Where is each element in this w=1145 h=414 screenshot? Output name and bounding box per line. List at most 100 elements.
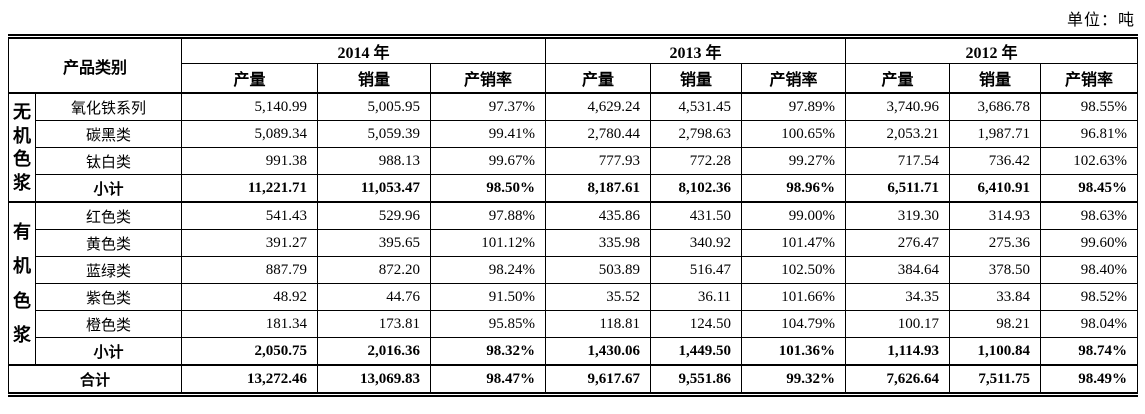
ratio-value: 98.32% [430, 337, 547, 366]
production-value: 8,187.61 [545, 174, 652, 203]
ratio-col-header: 产销率 [430, 63, 547, 94]
sales-value: 98.21 [949, 310, 1042, 338]
production-value: 319.30 [845, 201, 951, 230]
row-label: 橙色类 [34, 310, 183, 338]
ratio-col-header: 产销率 [741, 63, 847, 94]
sales-value: 275.36 [949, 229, 1042, 257]
table-row: 小计 2,050.75 2,016.36 98.32% 1,430.06 1,449.50… [9, 337, 1139, 366]
sales-value: 13,069.83 [317, 364, 432, 395]
year-header-2013: 2013 年 [545, 36, 847, 64]
row-label: 小计 [34, 174, 183, 203]
ratio-value: 102.63% [1040, 147, 1139, 175]
production-value: 9,617.67 [545, 364, 652, 395]
ratio-value: 101.66% [741, 283, 847, 311]
sales-value: 4,531.45 [650, 92, 743, 121]
group-label-char: 机 [13, 125, 31, 146]
ratio-value: 101.47% [741, 229, 847, 257]
sales-value: 124.50 [650, 310, 743, 338]
production-value: 4,629.24 [545, 92, 652, 121]
production-value: 2,053.21 [845, 120, 951, 148]
sales-value: 872.20 [317, 256, 432, 284]
product-category-header: 产品类别 [7, 36, 183, 94]
production-value: 100.17 [845, 310, 951, 338]
ratio-value: 99.60% [1040, 229, 1139, 257]
sales-value: 314.93 [949, 201, 1042, 230]
production-value: 887.79 [181, 256, 319, 284]
production-value: 6,511.71 [845, 174, 951, 203]
year-header-2014: 2014 年 [181, 36, 547, 64]
ratio-value: 98.40% [1040, 256, 1139, 284]
sales-value: 988.13 [317, 147, 432, 175]
sales-value: 1,449.50 [650, 337, 743, 366]
sales-value: 378.50 [949, 256, 1042, 284]
production-value: 13,272.46 [181, 364, 319, 395]
row-label: 碳黑类 [34, 120, 183, 148]
ratio-value: 97.37% [430, 92, 547, 121]
ratio-value: 98.04% [1040, 310, 1139, 338]
sales-value: 9,551.86 [650, 364, 743, 395]
production-sales-table: 产品类别 2014 年 2013 年 2012 年产量 销量 产销率 产量 销量 产销率 产量 销量… [7, 34, 1139, 397]
year-header-2012: 2012 年 [845, 36, 1139, 64]
group-label-char: 有 [13, 221, 31, 242]
row-label: 红色类 [34, 201, 183, 230]
sales-value: 11,053.47 [317, 174, 432, 203]
ratio-value: 101.12% [430, 229, 547, 257]
ratio-value: 99.32% [741, 364, 847, 395]
table-head: 产品类别 2014 年 2013 年 2012 年产量 销量 产销率 产量 销量 产销率 产量 销量… [7, 36, 1139, 94]
sales-value: 395.65 [317, 229, 432, 257]
sales-col-header: 销量 [317, 63, 432, 94]
ratio-value: 101.36% [741, 337, 847, 366]
ratio-value: 98.47% [430, 364, 547, 395]
table-row: 有机色浆红色类 541.43 529.96 97.88% 435.86 431.50 99.… [8, 201, 1139, 366]
production-value: 118.81 [545, 310, 652, 338]
production-value: 7,626.64 [845, 364, 951, 395]
sales-value: 2,798.63 [650, 120, 743, 148]
ratio-value: 91.50% [430, 283, 547, 311]
ratio-value: 99.00% [741, 201, 847, 230]
sales-value: 2,016.36 [317, 337, 432, 366]
sales-col-header: 销量 [650, 63, 743, 94]
production-value: 717.54 [845, 147, 951, 175]
sales-value: 431.50 [650, 201, 743, 230]
sales-value: 1,100.84 [949, 337, 1042, 366]
production-col-header: 产量 [181, 63, 319, 94]
group-label-char: 色 [13, 149, 31, 170]
row-label: 蓝绿类 [34, 256, 183, 284]
table-row: 钛白类 991.38 988.13 99.67% 777.93 772.28 99.27% 7… [9, 147, 1139, 175]
ratio-value: 100.65% [741, 120, 847, 148]
sales-value: 5,005.95 [317, 92, 432, 121]
sales-value: 340.92 [650, 229, 743, 257]
ratio-value: 97.88% [430, 201, 547, 230]
production-value: 276.47 [845, 229, 951, 257]
ratio-value: 98.55% [1040, 92, 1139, 121]
ratio-value: 98.45% [1040, 174, 1139, 203]
production-value: 335.98 [545, 229, 652, 257]
production-value: 3,740.96 [845, 92, 951, 121]
ratio-value: 104.79% [741, 310, 847, 338]
table-row: 紫色类 48.92 44.76 91.50% 35.52 36.11 101.66% 34.3… [9, 283, 1139, 311]
production-value: 391.27 [181, 229, 319, 257]
ratio-value: 95.85% [430, 310, 547, 338]
row-label: 小计 [34, 337, 183, 366]
sales-value: 36.11 [650, 283, 743, 311]
production-value: 777.93 [545, 147, 652, 175]
table-row: 小计 11,221.71 11,053.47 98.50% 8,187.61 8,102.… [9, 174, 1139, 203]
production-value: 384.64 [845, 256, 951, 284]
production-value: 991.38 [181, 147, 319, 175]
ratio-col-header: 产销率 [1040, 63, 1139, 94]
sales-value: 6,410.91 [949, 174, 1042, 203]
ratio-value: 98.52% [1040, 283, 1139, 311]
sales-value: 33.84 [949, 283, 1042, 311]
production-value: 435.86 [545, 201, 652, 230]
production-value: 5,089.34 [181, 120, 319, 148]
production-value: 11,221.71 [181, 174, 319, 203]
ratio-value: 98.49% [1040, 364, 1139, 395]
sales-value: 772.28 [650, 147, 743, 175]
group-label-char: 无 [13, 102, 31, 123]
row-label: 黄色类 [34, 229, 183, 257]
total-label: 合计 [7, 364, 183, 395]
ratio-value: 99.67% [430, 147, 547, 175]
sales-value: 8,102.36 [650, 174, 743, 203]
sales-col-header: 销量 [949, 63, 1042, 94]
ratio-value: 98.96% [741, 174, 847, 203]
